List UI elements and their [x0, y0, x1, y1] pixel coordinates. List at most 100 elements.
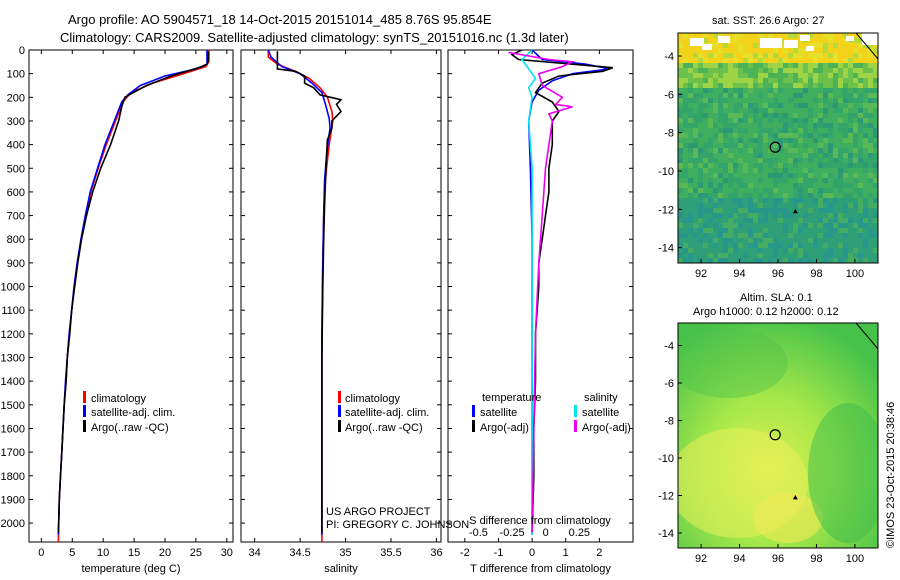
map-x-tick-label: 96	[772, 553, 784, 565]
top-tick-label: -0.5	[469, 527, 488, 539]
y-tick-label: 800	[7, 234, 25, 246]
map-x-tick-label: 92	[695, 268, 707, 280]
map-x-tick-label: 98	[810, 268, 822, 280]
sst-map-title: sat. SST: 26.6 Argo: 27	[712, 15, 825, 27]
sla-map-subtitle: Argo h1000: 0.12 h2000: 0.12	[693, 306, 839, 318]
map-y-tick-label: -10	[658, 453, 674, 465]
legend-label-climatology: climatology	[345, 393, 401, 405]
y-tick-label: 600	[7, 187, 25, 199]
legend-title-salinity: salinity	[584, 392, 618, 404]
salinity-panel: 34 34.5 35 35.5 36 salinity	[240, 49, 443, 575]
top-tick-label: -0.25	[500, 527, 525, 539]
map-x-tick-label: 100	[846, 553, 864, 565]
figure-title: Argo profile: AO 5904571_18 14-Oct-2015 …	[68, 12, 492, 27]
series-line-argo-raw-qc-	[57, 51, 210, 533]
y-tick-label: 0	[19, 45, 25, 57]
y-tick-label: 900	[7, 258, 25, 270]
x-tick-label: 15	[128, 547, 140, 559]
temperature-legend: climatology satellite-adj. clim. Argo(..…	[83, 391, 175, 434]
y-tick-label: 1300	[1, 353, 25, 365]
sst-map: 92 94 96 98 100 -4 -6 -8 -10 -12 -14	[658, 32, 879, 280]
sla-map: 92 94 96 98 100 -4 -6 -8 -10 -12 -14	[658, 322, 879, 565]
x-tick-label: -2	[460, 547, 470, 559]
y-tick-label: 1900	[1, 494, 25, 506]
map-x-tick-label: 94	[733, 553, 745, 565]
y-tick-label: 1400	[1, 376, 25, 388]
temperature-x-label: temperature (deg C)	[81, 563, 180, 575]
x-tick-label: 20	[159, 547, 171, 559]
map-y-tick-label: -10	[658, 166, 674, 178]
map-x-tick-label: 92	[695, 553, 707, 565]
map-y-tick-label: -6	[664, 378, 674, 390]
y-tick-label: 1600	[1, 423, 25, 435]
series-line-s-argo-adj-	[508, 51, 576, 533]
map-x-tick-label: 96	[772, 268, 784, 280]
top-tick-label: 0.25	[569, 527, 590, 539]
legend-swatch-argo	[338, 420, 341, 432]
legend-label-s-satellite: satellite	[582, 407, 619, 419]
y-tick-label: 1100	[1, 305, 25, 317]
sla-map-title: Altim. SLA: 0.1	[740, 292, 813, 304]
float-track-marker	[792, 494, 798, 500]
legend-swatch-climatology	[338, 391, 341, 403]
y-tick-label: 100	[7, 69, 25, 81]
legend-swatch-climatology	[83, 391, 86, 403]
x-tick-label: 34	[249, 547, 261, 559]
legend-label-t-argo: Argo(-adj)	[480, 422, 529, 434]
legend-label-climatology: climatology	[91, 393, 147, 405]
project-label: US ARGO PROJECT	[326, 506, 431, 518]
map-y-tick-label: -4	[664, 341, 674, 353]
legend-label-satellite: satellite-adj. clim.	[91, 407, 175, 419]
legend-swatch-argo	[83, 420, 86, 432]
legend-swatch-t-satellite	[472, 405, 475, 417]
pi-label: PI: GREGORY C. JOHNSON	[326, 519, 469, 531]
salinity-x-label: salinity	[324, 563, 358, 575]
legend-label-s-argo: Argo(-adj)	[582, 422, 631, 434]
x-tick-label: 36	[430, 547, 442, 559]
y-tick-label: 300	[7, 116, 25, 128]
y-tick-label: 1200	[1, 329, 25, 341]
x-tick-label: 0	[529, 547, 535, 559]
legend-swatch-satellite	[338, 405, 341, 417]
map-y-tick-label: -4	[664, 51, 674, 63]
series-line-s-satellite	[520, 50, 537, 535]
differences-x-label: T difference from climatology	[470, 563, 611, 575]
difference-panel: -2 -1 0 1 2 T difference from climatology -0.5…	[447, 49, 634, 575]
differences-plot-frame	[447, 49, 634, 543]
coastline	[855, 323, 878, 350]
legend-label-argo: Argo(..raw -QC)	[91, 422, 169, 434]
x-tick-label: 5	[69, 547, 75, 559]
x-tick-label: 30	[221, 547, 233, 559]
x-tick-label: 1	[563, 547, 569, 559]
x-tick-label: -1	[494, 547, 504, 559]
y-tick-label: 1000	[1, 282, 25, 294]
series-line-argo-raw-qc-	[276, 51, 343, 533]
x-tick-label: 34.5	[289, 547, 310, 559]
map-y-tick-label: -12	[658, 204, 674, 216]
map-y-tick-label: -6	[664, 89, 674, 101]
difference-top-label: S difference from climatology	[469, 515, 611, 527]
x-tick-label: 0	[38, 547, 44, 559]
map-y-tick-label: -12	[658, 491, 674, 503]
legend-label-argo: Argo(..raw -QC)	[345, 422, 423, 434]
temperature-panel: 0 5 10 15 20 25 300100200300400500600700800900…	[1, 45, 234, 575]
salinity-legend: climatology satellite-adj. clim. Argo(..…	[338, 391, 429, 434]
legend-swatch-satellite	[83, 405, 86, 417]
y-tick-label: 400	[7, 140, 25, 152]
imos-credit: ©IMOS 23-Oct-2015 20:38:46	[885, 402, 897, 548]
map-y-tick-label: -8	[664, 128, 674, 140]
top-tick-label: 0	[543, 527, 549, 539]
legend-swatch-t-argo	[472, 420, 475, 432]
y-tick-label: 1500	[1, 400, 25, 412]
y-tick-label: 1700	[1, 447, 25, 459]
x-tick-label: 35.5	[380, 547, 401, 559]
map-x-tick-label: 100	[846, 268, 864, 280]
salinity-plot-frame	[240, 49, 442, 543]
y-tick-label: 1800	[1, 471, 25, 483]
x-tick-label: 25	[190, 547, 202, 559]
y-tick-label: 700	[7, 211, 25, 223]
legend-label-satellite: satellite-adj. clim.	[345, 407, 429, 419]
coastline	[855, 33, 878, 60]
map-y-tick-label: -14	[658, 528, 674, 540]
